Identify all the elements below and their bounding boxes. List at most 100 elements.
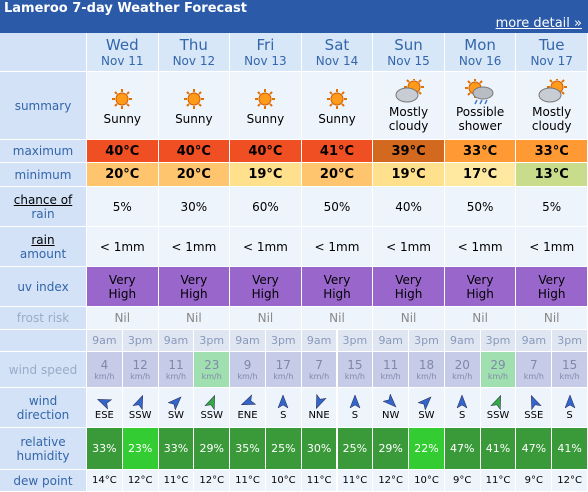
summary-cell: Sunny [230, 72, 302, 140]
max-temp-text: 41°C [319, 143, 355, 159]
uv-text: High [108, 286, 137, 301]
uv-text: High [251, 286, 280, 301]
wind-dir-text: S [280, 410, 287, 421]
wind-arrow [349, 394, 361, 409]
min-temp: 19°C [373, 163, 445, 187]
time-text: 3pm [270, 334, 296, 347]
dew-point: 12°C [194, 470, 231, 492]
min-temp: 20°C [158, 163, 231, 187]
wind-speed-unit: km/h [559, 372, 580, 381]
frost-text: Nil [114, 311, 131, 325]
wind-speed: 11 km/h [158, 352, 195, 388]
rain-chance: 50% [301, 187, 374, 227]
humidity: 47% [444, 428, 481, 470]
min-temp-text: 20°C [176, 167, 211, 182]
row-label: minimum [0, 163, 87, 187]
uv-text: Very [538, 272, 566, 287]
day-date: Nov 15 [387, 54, 430, 68]
frost-text: Nil [543, 311, 560, 325]
row-label: dew point [0, 470, 87, 492]
wind-speed-unit: km/h [237, 372, 258, 381]
dew-point: 12°C [373, 470, 410, 492]
day-header: Fri Nov 13 [230, 33, 302, 72]
summary-text: Possible shower [455, 104, 505, 133]
time-text: 9am [378, 334, 403, 347]
time-text: 9am [306, 334, 332, 347]
row-label: summary [0, 72, 87, 140]
humidity-text: 25% [271, 442, 296, 455]
day-header: Mon Nov 16 [444, 33, 517, 72]
summary-cell: Possible shower [444, 72, 517, 140]
summary-cell: Sunny [301, 72, 374, 140]
wind-speed-unit: km/h [487, 372, 509, 381]
frost-risk: Nil [301, 307, 374, 330]
wind-speed: 7 km/h [301, 352, 338, 388]
max-temp-text: 40°C [105, 143, 140, 159]
wind-dir-text: SSW [200, 410, 224, 421]
title: Lameroo 7-day Weather Forecast [4, 1, 247, 16]
wind-dir-text: SW [418, 410, 435, 421]
uv-text: Very [323, 272, 351, 287]
wind-direction: NNE [301, 388, 338, 428]
wind-speed-value: 18 [418, 358, 435, 372]
weather-icon [255, 88, 276, 109]
time-cell: 3pm [194, 330, 231, 352]
max-temp-text: 39°C [391, 143, 426, 159]
time-cell: 9am [301, 330, 338, 352]
min-temp: 19°C [230, 163, 302, 187]
row-label: wind direction [0, 388, 87, 428]
frost-text: Nil [186, 311, 202, 325]
frost-risk: Nil [87, 307, 159, 330]
wind-direction: SSW [122, 388, 159, 428]
humidity: 25% [265, 428, 302, 470]
time-text: 9am [163, 334, 189, 347]
time-cell: 3pm [480, 330, 517, 352]
wind-dir-text: S [566, 410, 573, 421]
dew-point: 14°C [87, 470, 123, 492]
max-temp: 40°C [230, 140, 302, 163]
day-header: Sat Nov 14 [301, 33, 374, 72]
wind-arrow [132, 394, 144, 410]
max-temp-text: 40°C [248, 143, 283, 159]
uv-index: Very High [301, 267, 374, 307]
min-temp: 20°C [87, 163, 159, 187]
wind-arrow [382, 394, 397, 408]
max-temp: 40°C [87, 140, 159, 163]
summary-text: Mostly cloudy [388, 104, 429, 133]
wind-speed-unit: km/h [130, 372, 151, 381]
frost-text: Nil [257, 311, 274, 325]
wind-direction: SW [158, 388, 195, 428]
dew-point-text: 11°C [306, 475, 332, 486]
time-text: 9am [521, 334, 547, 347]
row-label-text: rain [31, 206, 55, 221]
wind-arrow [277, 394, 289, 409]
more-detail-link[interactable]: more detail » [495, 16, 582, 31]
wind-speed: 11 km/h [373, 352, 410, 388]
rain-amount-text: < 1mm [171, 239, 217, 254]
humidity: 35% [230, 428, 266, 470]
row-label-text: direction [16, 407, 70, 422]
wind-speed: 15 km/h [552, 352, 588, 388]
dew-point-text: 9°C [524, 475, 543, 486]
rain-amount-text: < 1mm [99, 239, 145, 254]
humidity-text: 47% [521, 442, 547, 455]
weather-icon [395, 78, 424, 102]
time-cell: 9am [373, 330, 410, 352]
uv-text: High [394, 286, 423, 301]
day-date: Nov 17 [530, 54, 573, 68]
humidity: 33% [158, 428, 195, 470]
rain-chance: 30% [158, 187, 231, 227]
dew-point-text: 12°C [557, 475, 582, 486]
time-cell: 3pm [409, 330, 445, 352]
wind-arrow [167, 396, 182, 410]
row-label: uv index [0, 267, 87, 307]
header: Lameroo 7-day Weather Forecast more deta… [0, 0, 588, 33]
wind-speed-value: 20 [454, 358, 470, 372]
day-header: Thu Nov 12 [158, 33, 231, 72]
humidity-text: 33% [92, 442, 117, 455]
rain-chance-text: 40% [395, 199, 422, 214]
max-temp: 33°C [516, 140, 588, 163]
wind-arrow [530, 394, 542, 410]
uv-text: Very [395, 272, 422, 287]
summary-text: Mostly cloudy [531, 104, 572, 133]
